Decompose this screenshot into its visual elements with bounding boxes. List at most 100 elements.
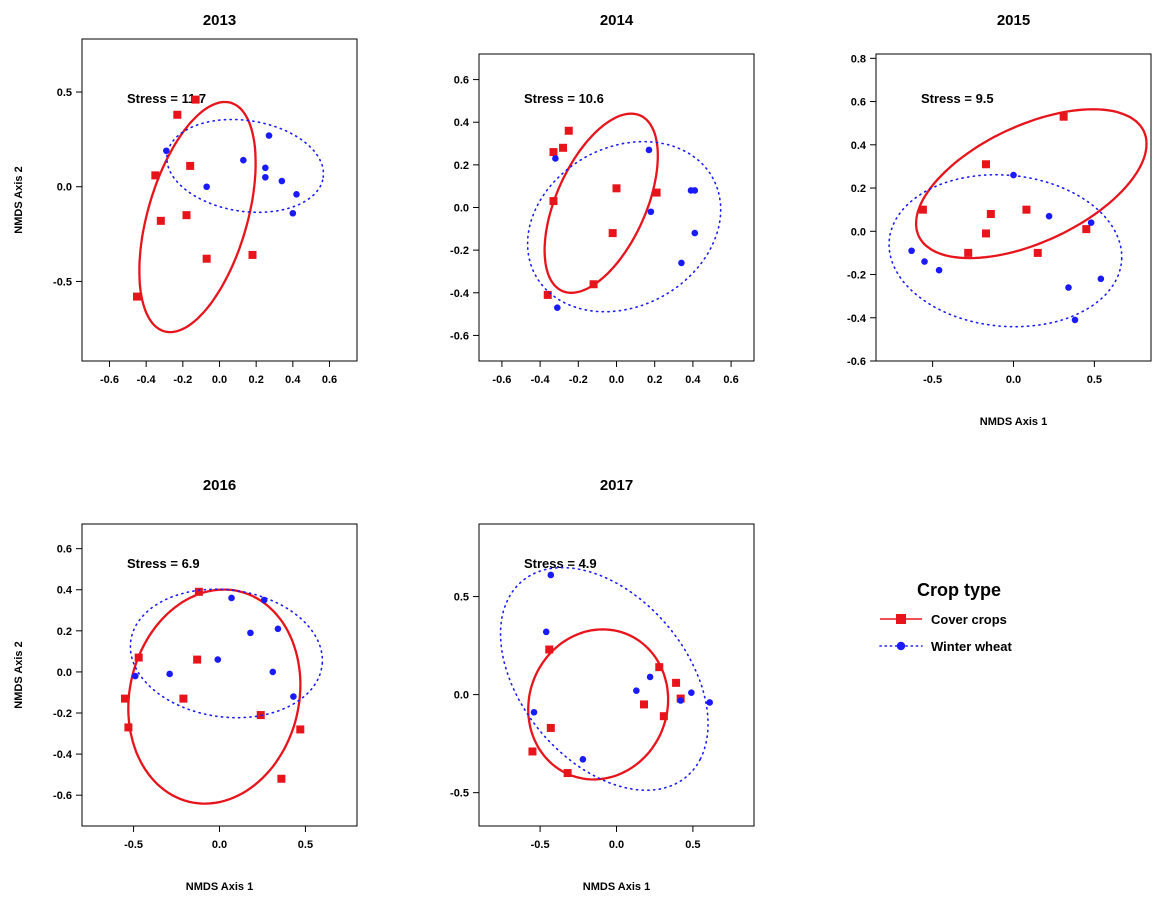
legend-entry-cover: Cover crops bbox=[880, 612, 1007, 627]
cover-point bbox=[589, 280, 598, 289]
x-tick-label: -0.2 bbox=[569, 374, 588, 386]
wheat-point bbox=[908, 247, 915, 255]
x-tick-label: -0.4 bbox=[531, 374, 551, 386]
cover-point bbox=[918, 205, 927, 214]
panel-title: 2016 bbox=[203, 477, 236, 494]
panel-2013: 2013 Stress = 11.7 -0.6 -0.4 -0.2 0.0 0.2 0.4 0.… bbox=[13, 12, 358, 386]
wheat-point bbox=[269, 668, 277, 676]
x-tick-label: 0.0 bbox=[212, 374, 227, 386]
wheat-point bbox=[131, 672, 139, 680]
cover-point bbox=[528, 747, 537, 756]
panel-2017: 2017 Stress = 4.9 -0.5 0.0 0.5 -0.5 0.0 0.5 NMDS… bbox=[450, 477, 755, 893]
wheat-point bbox=[706, 699, 713, 706]
y-tick-label: 0.0 bbox=[851, 226, 866, 238]
wheat-point bbox=[214, 656, 222, 663]
y-tick-label: -0.2 bbox=[847, 270, 866, 282]
wheat-point bbox=[1065, 284, 1072, 291]
y-tick-label: 0.0 bbox=[454, 690, 469, 702]
y-tick-label: 0.2 bbox=[851, 183, 866, 195]
stress-label: Stress = 9.5 bbox=[921, 91, 994, 106]
panel-title: 2017 bbox=[600, 477, 633, 494]
cover-point bbox=[156, 216, 165, 225]
cover-point bbox=[986, 209, 995, 218]
cover-point bbox=[186, 161, 195, 170]
x-tick-label: 0.6 bbox=[723, 374, 738, 386]
wheat-point bbox=[265, 132, 273, 139]
wheat-point bbox=[293, 191, 300, 198]
cover-point bbox=[193, 655, 202, 664]
nmds-panels: 2013 Stress = 11.7 -0.6 -0.4 -0.2 0.0 0.2 0.4 0.… bbox=[13, 12, 1152, 893]
wheat-point bbox=[677, 697, 684, 704]
cover-point bbox=[133, 292, 141, 301]
panel-2014: 2014 Stress = 10.6 -0.6 -0.4 -0.2 0.0 0.2 0.4 0.… bbox=[450, 12, 755, 386]
wheat-point bbox=[278, 177, 286, 185]
stress-label: Stress = 11.7 bbox=[127, 91, 206, 106]
wheat-point bbox=[542, 628, 550, 636]
y-tick-label: -0.4 bbox=[450, 288, 470, 300]
cover-point bbox=[1033, 248, 1042, 257]
cover-point bbox=[1059, 112, 1068, 121]
cover-point bbox=[608, 229, 617, 238]
plot-frame bbox=[81, 38, 358, 362]
x-tick-label: 0.6 bbox=[322, 374, 337, 386]
wheat-point bbox=[260, 596, 268, 604]
cover-point bbox=[559, 143, 568, 152]
y-tick-label: -0.5 bbox=[53, 276, 72, 288]
plot-frame bbox=[478, 523, 755, 827]
wheat-ellipse bbox=[166, 118, 325, 214]
y-tick-label: 0.0 bbox=[57, 182, 72, 194]
plot-frame bbox=[478, 53, 755, 362]
y-tick-label: 0.5 bbox=[57, 87, 72, 99]
wheat-point bbox=[935, 266, 943, 274]
cover-point bbox=[655, 663, 664, 672]
wheat-point bbox=[553, 304, 561, 312]
y-tick-label: 0.6 bbox=[454, 75, 469, 87]
x-tick-label: 0.2 bbox=[647, 374, 662, 386]
x-tick-label: -0.5 bbox=[923, 374, 942, 386]
y-tick-label: -0.2 bbox=[53, 708, 72, 720]
y-tick-label: 0.2 bbox=[454, 160, 469, 172]
cover-point bbox=[640, 700, 648, 709]
stress-label: Stress = 4.9 bbox=[524, 556, 597, 571]
x-tick-label: 0.0 bbox=[609, 374, 624, 386]
wheat-point bbox=[290, 693, 297, 700]
wheat-point bbox=[1087, 219, 1095, 226]
x-axis-label: NMDS Axis 1 bbox=[583, 881, 650, 893]
wheat-point bbox=[552, 155, 559, 162]
cover-point bbox=[202, 254, 211, 263]
y-tick-label: -0.5 bbox=[450, 788, 469, 800]
y-tick-label: -0.6 bbox=[450, 330, 469, 342]
x-tick-label: 0.0 bbox=[212, 839, 227, 851]
cover-point bbox=[151, 171, 160, 180]
panel-title: 2013 bbox=[203, 12, 236, 29]
cover-point bbox=[179, 694, 188, 703]
panel-2016: 2016 Stress = 6.9 -0.5 0.0 0.5 -0.6 -0.4 -0.2 0.… bbox=[13, 477, 358, 893]
wheat-point bbox=[262, 173, 269, 181]
cover-point bbox=[182, 211, 191, 220]
wheat-point bbox=[678, 259, 685, 267]
cover-point bbox=[173, 110, 182, 119]
x-tick-label: -0.2 bbox=[173, 374, 192, 386]
cover-ellipse bbox=[914, 108, 1148, 260]
plot-frame bbox=[81, 523, 358, 827]
y-tick-label: -0.4 bbox=[847, 313, 867, 325]
x-tick-label: 0.4 bbox=[285, 374, 301, 386]
cover-point bbox=[982, 160, 990, 169]
cover-ellipse bbox=[543, 112, 659, 294]
y-tick-label: 0.0 bbox=[57, 667, 72, 679]
wheat-point bbox=[289, 209, 297, 217]
wheat-point bbox=[579, 756, 587, 763]
legend-cover-marker bbox=[896, 614, 906, 624]
cover-ellipse bbox=[527, 628, 670, 781]
cover-point bbox=[672, 678, 681, 687]
cover-point bbox=[134, 653, 143, 662]
y-tick-label: 0.4 bbox=[57, 585, 73, 597]
cover-point bbox=[191, 95, 200, 104]
panel-title: 2015 bbox=[997, 12, 1030, 29]
y-tick-label: -0.6 bbox=[53, 790, 72, 802]
cover-point bbox=[964, 248, 973, 257]
x-tick-label: 0.5 bbox=[1087, 374, 1102, 386]
wheat-point bbox=[228, 594, 235, 602]
cover-point bbox=[564, 126, 573, 135]
wheat-point bbox=[262, 164, 269, 172]
